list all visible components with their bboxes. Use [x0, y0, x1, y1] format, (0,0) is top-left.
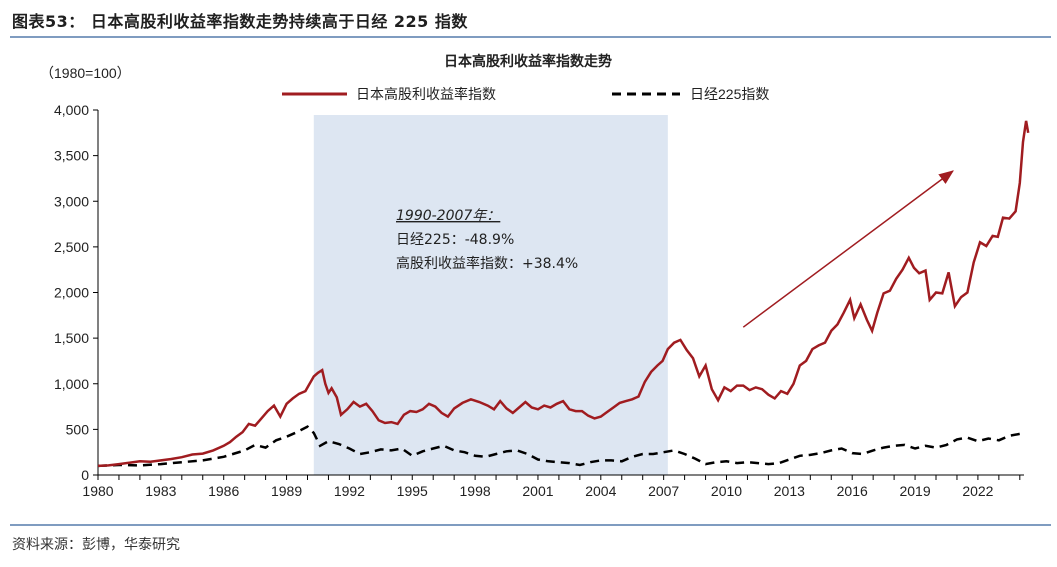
x-tick-label: 1989	[271, 483, 302, 499]
x-tick-label: 1995	[397, 483, 428, 499]
y-axis: 0 500 1,000 1,500 2,000 2,500 3,000 3,500 4,000	[54, 102, 99, 483]
chart: 日本高股利收益率指数走势 （1980=100） 日本高股利收益率指数 日经225…	[40, 53, 1030, 499]
x-tick-label: 2001	[522, 483, 553, 499]
x-axis: 1980 1983 1986 1989 1992 1995 1998 2001 2004 2007…	[82, 474, 1024, 499]
x-tick-label: 1992	[334, 483, 365, 499]
y-tick-label: 3,500	[54, 148, 89, 164]
bottom-divider	[10, 524, 1051, 526]
source-note: 资料来源：彭博，华泰研究	[12, 537, 180, 553]
y-tick-label: 4,000	[54, 102, 89, 118]
annotation-box: 1990-2007年： 日经225：-48.9% 高股利收益率指数：+38.4%	[396, 208, 578, 272]
legend: 日本高股利收益率指数 日经225指数	[282, 86, 769, 102]
x-tick-label: 2007	[648, 483, 679, 499]
x-tick-label: 1998	[460, 483, 491, 499]
x-tick-label: 2004	[585, 483, 616, 499]
x-tick-label: 1986	[208, 483, 239, 499]
x-tick-label: 2016	[837, 483, 868, 499]
trend-arrow	[742, 170, 954, 328]
figure-title: 图表53： 日本高股利收益率指数走势持续高于日经 225 指数	[12, 12, 468, 31]
y-tick-label: 1,500	[54, 330, 89, 346]
y-tick-label: 2,000	[54, 285, 89, 301]
y-tick-label: 2,500	[54, 239, 89, 255]
x-tick-label: 1980	[82, 483, 113, 499]
y-axis-unit-label: （1980=100）	[40, 65, 131, 81]
legend-label-high-dividend: 日本高股利收益率指数	[356, 86, 496, 102]
x-tick-label: 2013	[774, 483, 805, 499]
x-tick-label: 2019	[899, 483, 930, 499]
annotation-nikkei-change: 日经225：-48.9%	[396, 232, 514, 248]
x-tick-label: 1983	[145, 483, 176, 499]
x-tick-label: 2010	[711, 483, 742, 499]
annotation-high-dividend-change: 高股利收益率指数：+38.4%	[396, 255, 578, 272]
chart-title: 日本高股利收益率指数走势	[444, 53, 612, 70]
series-line-nikkei	[97, 425, 1025, 468]
series-line-high-dividend	[97, 120, 1030, 468]
annotation-heading: 1990-2007年：	[396, 208, 500, 224]
y-tick-label: 0	[81, 467, 89, 483]
y-tick-label: 500	[66, 421, 90, 437]
shaded-period-1990-2007	[313, 115, 668, 475]
x-tick-label: 2022	[962, 483, 993, 499]
y-tick-label: 3,000	[54, 193, 89, 209]
y-tick-label: 1,000	[54, 376, 89, 392]
top-divider	[10, 36, 1051, 38]
legend-label-nikkei: 日经225指数	[690, 86, 769, 102]
